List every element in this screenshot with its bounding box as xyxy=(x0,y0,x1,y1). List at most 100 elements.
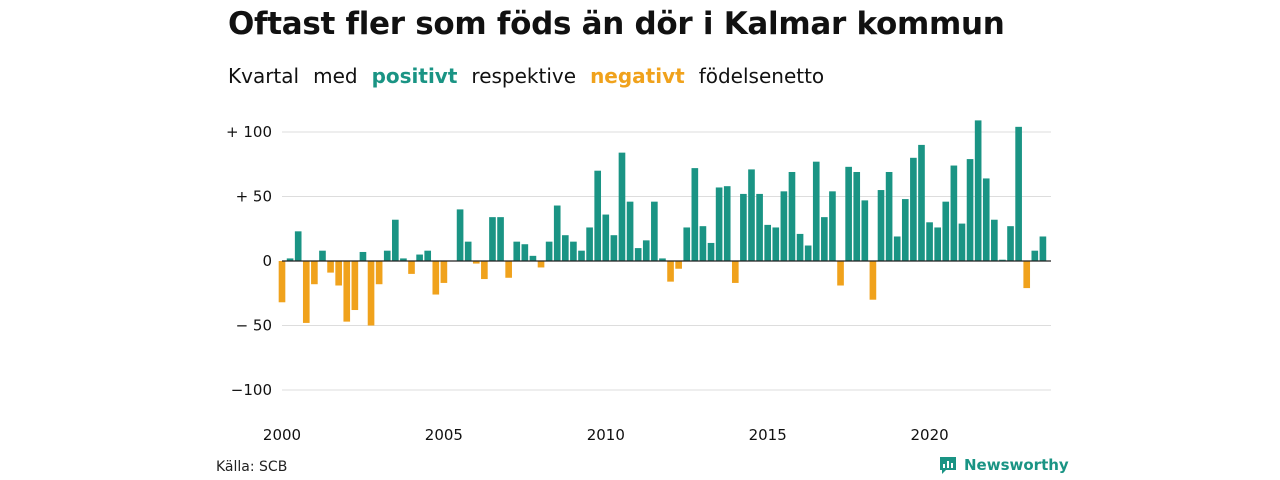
bar-positive xyxy=(772,227,780,261)
bar-positive xyxy=(578,250,585,261)
bar-positive xyxy=(885,171,893,261)
bar-positive xyxy=(286,258,294,261)
bar-positive xyxy=(594,170,602,261)
x-tick-label: 2005 xyxy=(425,426,463,444)
bar-negative xyxy=(837,261,844,286)
bar-positive xyxy=(602,214,610,261)
bar-positive xyxy=(659,258,666,261)
bar-negative xyxy=(335,261,342,286)
bar-positive xyxy=(626,201,634,261)
bar-positive xyxy=(319,250,326,261)
bar-positive xyxy=(383,250,391,261)
bar-positive xyxy=(748,169,755,261)
chart-title: Oftast fler som föds än dör i Kalmar kom… xyxy=(228,6,1005,42)
bar-positive xyxy=(553,205,561,261)
bar-negative xyxy=(302,261,310,323)
subtitle-word: födelsenetto xyxy=(698,64,825,88)
bar-positive xyxy=(982,178,990,261)
bar-positive xyxy=(456,209,464,261)
y-tick-label: − 50 xyxy=(236,317,272,335)
bar-positive xyxy=(416,254,423,261)
bar-negative xyxy=(1023,261,1031,289)
bar-positive xyxy=(918,144,925,261)
bar-positive xyxy=(764,224,772,261)
bar-positive xyxy=(999,259,1006,261)
bar-negative xyxy=(278,261,286,303)
brand-logo: Newsworthy xyxy=(938,455,1069,475)
bar-positive xyxy=(910,157,917,261)
subtitle-word: respektive xyxy=(471,64,577,88)
bar-positive xyxy=(861,200,869,261)
bar-negative xyxy=(440,261,448,283)
bar-negative xyxy=(869,261,877,300)
y-tick-label: + 100 xyxy=(226,123,272,141)
bar-positive xyxy=(893,236,901,261)
bar-positive xyxy=(804,245,812,261)
bar-negative xyxy=(375,261,383,285)
subtitle-word: Kvartal xyxy=(228,64,300,88)
bar-positive xyxy=(901,199,909,261)
bar-positive xyxy=(740,193,747,261)
bar-positive xyxy=(521,244,529,261)
bar-negative xyxy=(351,261,359,311)
bar-positive xyxy=(942,201,950,261)
bar-positive xyxy=(796,233,804,261)
bar-positive xyxy=(788,171,796,261)
bar-positive xyxy=(400,258,407,261)
bar-positive xyxy=(821,217,828,261)
x-tick-label: 2000 xyxy=(263,426,301,444)
bar-positive xyxy=(464,241,472,261)
bar-negative xyxy=(667,261,674,282)
bar-positive xyxy=(513,241,521,261)
bar-positive xyxy=(634,248,642,261)
bar-negative xyxy=(731,261,739,283)
y-tick-label: + 50 xyxy=(236,188,272,206)
bar-positive xyxy=(642,240,650,261)
bar-positive xyxy=(618,152,626,261)
chart-subtitle: Kvartal med positivt respektive negativt föde… xyxy=(228,64,838,88)
bar-negative xyxy=(311,261,318,285)
bar-positive xyxy=(756,193,763,261)
x-tick-label: 2015 xyxy=(749,426,787,444)
bar-negative xyxy=(675,261,682,269)
bar-positive xyxy=(683,227,691,261)
bar-positive xyxy=(853,171,861,261)
bar-positive xyxy=(829,191,836,261)
x-tick-label: 2020 xyxy=(910,426,948,444)
bar-positive xyxy=(497,217,504,261)
bar-positive xyxy=(780,191,788,261)
bar-positive xyxy=(950,165,958,261)
bar-positive xyxy=(699,226,707,261)
bar-positive xyxy=(610,235,618,261)
bar-positive xyxy=(934,227,941,261)
bar-negative xyxy=(472,261,480,264)
bar-positive xyxy=(545,241,553,261)
bar-positive xyxy=(561,235,569,261)
bar-negative xyxy=(327,261,334,273)
bar-positive xyxy=(489,217,496,261)
subtitle-word: med xyxy=(313,64,358,88)
bar-positive xyxy=(966,159,974,261)
bar-positive xyxy=(529,255,537,261)
bar-positive xyxy=(1031,250,1039,261)
bar-positive xyxy=(991,219,998,261)
bar-positive xyxy=(926,222,933,261)
bar-positive xyxy=(707,242,715,261)
bar-positive xyxy=(845,166,852,261)
newsworthy-icon xyxy=(940,457,956,474)
bar-negative xyxy=(505,261,512,278)
bar-positive xyxy=(958,223,966,261)
brand-name: Newsworthy xyxy=(964,456,1069,474)
bar-negative xyxy=(537,261,545,268)
bar-positive xyxy=(570,241,577,261)
bar-negative xyxy=(367,261,375,326)
bar-positive xyxy=(715,187,723,261)
bar-positive xyxy=(877,190,885,261)
bar-positive xyxy=(392,219,399,261)
bar-positive xyxy=(691,168,699,261)
bar-positive xyxy=(294,231,302,261)
bar-positive xyxy=(723,186,731,261)
bar-positive xyxy=(359,251,367,261)
bar-negative xyxy=(408,261,415,274)
